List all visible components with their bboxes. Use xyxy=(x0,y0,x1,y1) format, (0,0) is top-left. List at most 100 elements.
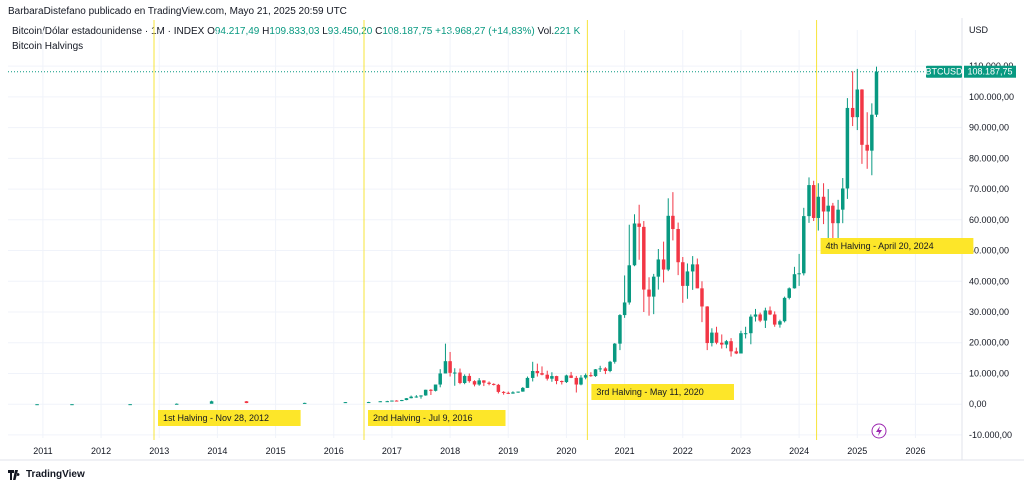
candle-body[interactable] xyxy=(749,316,753,334)
candle-body[interactable] xyxy=(453,372,457,374)
candle-body[interactable] xyxy=(671,215,675,230)
lightning-icon[interactable] xyxy=(871,423,887,439)
candle-body[interactable] xyxy=(642,226,646,290)
candle-body[interactable] xyxy=(423,389,428,396)
candle-body[interactable] xyxy=(414,396,419,398)
candle-body[interactable] xyxy=(35,404,39,406)
candle-body[interactable] xyxy=(811,185,816,218)
candle-body[interactable] xyxy=(302,402,307,404)
candle-body[interactable] xyxy=(366,402,371,404)
candle-body[interactable] xyxy=(724,341,729,345)
candle-body[interactable] xyxy=(720,342,724,345)
candle-body[interactable] xyxy=(608,361,612,372)
candle-body[interactable] xyxy=(792,274,797,289)
candle-body[interactable] xyxy=(855,89,860,118)
candle-body[interactable] xyxy=(763,310,768,321)
candle-body[interactable] xyxy=(676,229,680,263)
candle-body[interactable] xyxy=(778,321,782,325)
candle-body[interactable] xyxy=(831,205,835,224)
candle-body[interactable] xyxy=(467,375,472,382)
candle-body[interactable] xyxy=(782,297,787,322)
candle-body[interactable] xyxy=(400,400,404,402)
currency-label[interactable]: USD xyxy=(969,25,989,35)
candle-body[interactable] xyxy=(378,401,383,403)
candle-body[interactable] xyxy=(807,185,811,217)
candle-body[interactable] xyxy=(516,391,520,393)
candle-body[interactable] xyxy=(564,375,569,383)
candle-body[interactable] xyxy=(612,343,617,362)
candle-body[interactable] xyxy=(462,375,467,383)
candle-body[interactable] xyxy=(443,361,448,374)
candle-body[interactable] xyxy=(343,402,348,404)
candle-body[interactable] xyxy=(816,196,821,218)
candle-body[interactable] xyxy=(826,205,830,212)
candle-body[interactable] xyxy=(632,223,637,266)
candle-body[interactable] xyxy=(560,380,564,383)
candle-body[interactable] xyxy=(70,404,74,406)
candle-body[interactable] xyxy=(836,209,840,224)
candle-body[interactable] xyxy=(487,382,491,384)
candle-body[interactable] xyxy=(647,289,651,297)
candle-body[interactable] xyxy=(409,396,413,399)
candle-body[interactable] xyxy=(174,403,179,405)
candle-body[interactable] xyxy=(802,216,806,274)
candle-body[interactable] xyxy=(758,314,762,321)
candle-body[interactable] xyxy=(521,387,525,392)
candle-body[interactable] xyxy=(491,383,496,385)
candle-body[interactable] xyxy=(618,315,622,344)
candle-body[interactable] xyxy=(525,377,530,388)
candle-body[interactable] xyxy=(419,395,423,397)
candle-body[interactable] xyxy=(685,271,690,286)
candle-body[interactable] xyxy=(714,332,719,343)
candle-body[interactable] xyxy=(244,401,249,404)
candle-body[interactable] xyxy=(734,351,739,354)
candle-body[interactable] xyxy=(506,392,511,394)
candle-body[interactable] xyxy=(535,371,540,374)
candle-body[interactable] xyxy=(656,259,661,277)
candle-body[interactable] xyxy=(209,401,214,404)
candle-body[interactable] xyxy=(797,273,801,275)
candle-body[interactable] xyxy=(429,389,433,391)
candle-body[interactable] xyxy=(768,310,772,315)
candle-body[interactable] xyxy=(666,215,670,270)
candle-body[interactable] xyxy=(739,333,743,354)
candle-body[interactable] xyxy=(501,391,506,393)
candle-body[interactable] xyxy=(841,188,845,210)
candle-body[interactable] xyxy=(433,384,438,391)
candle-body[interactable] xyxy=(690,264,695,272)
candle-body[interactable] xyxy=(705,306,709,344)
candle-body[interactable] xyxy=(458,372,462,383)
candle-body[interactable] xyxy=(128,404,132,406)
candle-body[interactable] xyxy=(530,371,535,378)
candle-body[interactable] xyxy=(569,375,573,378)
candle-body[interactable] xyxy=(870,114,874,151)
candle-body[interactable] xyxy=(550,376,554,379)
candle-body[interactable] xyxy=(511,392,515,394)
candle-body[interactable] xyxy=(622,302,627,316)
candle-body[interactable] xyxy=(579,377,583,385)
tradingview-logo[interactable]: TradingView xyxy=(8,469,85,480)
candle-body[interactable] xyxy=(540,373,544,375)
indicator-name[interactable]: Bitcoin Halvings xyxy=(12,41,84,52)
candle-body[interactable] xyxy=(860,89,864,145)
candle-body[interactable] xyxy=(772,314,777,325)
candle-body[interactable] xyxy=(390,400,394,402)
candle-body[interactable] xyxy=(583,375,588,378)
candle-body[interactable] xyxy=(710,332,714,344)
candle-body[interactable] xyxy=(574,377,579,385)
candle-body[interactable] xyxy=(821,196,826,212)
candle-body[interactable] xyxy=(637,223,641,227)
candle-body[interactable] xyxy=(477,380,481,385)
candle-body[interactable] xyxy=(593,369,598,377)
candle-body[interactable] xyxy=(865,144,869,151)
candle-body[interactable] xyxy=(627,265,632,303)
candle-body[interactable] xyxy=(695,264,700,289)
candle-body[interactable] xyxy=(729,341,733,352)
candle-body[interactable] xyxy=(554,376,559,381)
candle-body[interactable] xyxy=(850,107,855,118)
candle-body[interactable] xyxy=(385,401,390,403)
candle-body[interactable] xyxy=(700,288,704,307)
candle-body[interactable] xyxy=(545,374,549,379)
candle-body[interactable] xyxy=(845,107,850,189)
